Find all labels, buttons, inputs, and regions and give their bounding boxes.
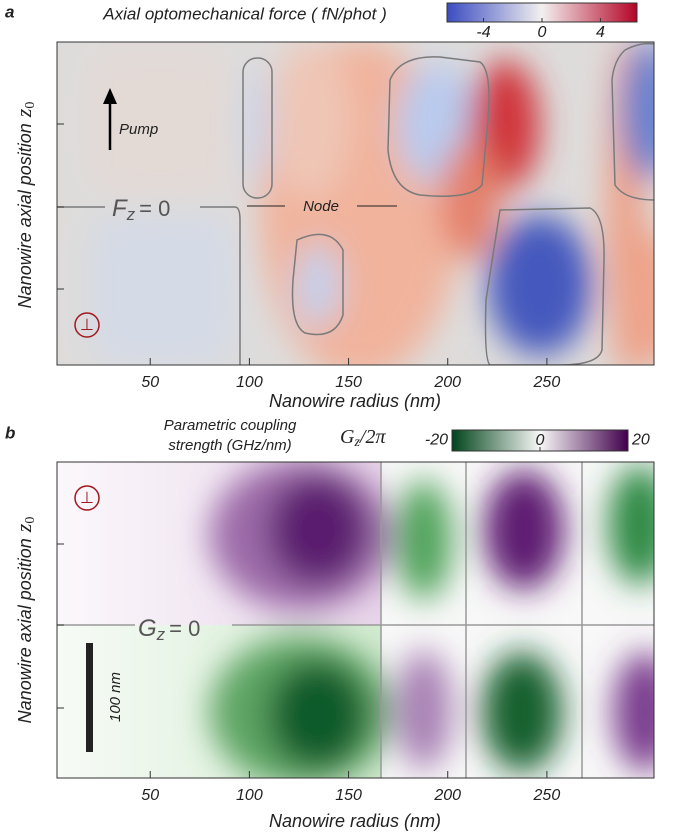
polarization: ⊥	[80, 317, 94, 334]
plot-frame-a	[56, 41, 655, 366]
heatmap-a	[57, 42, 654, 365]
zero-label: Fz = 0	[112, 195, 170, 224]
scalebar-label: 100 nm	[107, 672, 124, 722]
y-axis-label: Nanowire axial position z0	[11, 517, 38, 724]
pump-label: Pump	[119, 121, 158, 138]
zero-symbol: G	[138, 615, 157, 642]
colorbar-tick-label: 4	[596, 24, 605, 41]
colorbar-tick-label: 0	[538, 24, 547, 41]
panel-label: a	[5, 2, 14, 21]
x-axis-label: Nanowire radius (nm)	[269, 391, 441, 411]
colorbar-tick-label: -4	[476, 24, 490, 41]
colorbar-sub: z	[353, 435, 360, 450]
panel-label: b	[5, 423, 15, 442]
pump-arrowhead	[103, 88, 117, 104]
colorbar-rest: /2π	[359, 426, 387, 448]
polarization: ⊥	[80, 490, 94, 507]
y-axis-text: Nanowire axial position	[15, 538, 35, 723]
x-tick-label: 150	[335, 787, 362, 804]
y-ticks-a	[57, 123, 64, 290]
x-tick-label: 250	[533, 374, 561, 391]
zero-sub: z	[156, 625, 166, 644]
chart-title: Axial optomechanical force ( fN/phot )	[102, 4, 386, 23]
heatmap-b	[57, 462, 654, 778]
x-tick-label: 50	[141, 787, 159, 804]
colorbar-symbol: G	[340, 426, 355, 448]
colorbar-tick-label: 20	[631, 432, 650, 449]
y-axis-label: Nanowire axial position z0	[11, 102, 38, 309]
zero-label: Gz = 0	[138, 615, 200, 644]
y-axis-symbol: z	[11, 523, 36, 533]
x-tick-label: 200	[433, 374, 461, 391]
colorbar-tick-label: -20	[425, 432, 448, 449]
polarization-circle	[74, 485, 100, 511]
chart-title-line: Parametric coupling	[164, 417, 297, 434]
x-tick-label: 150	[335, 374, 362, 391]
zero-symbol: F	[112, 195, 128, 222]
x-axis-label: Nanowire radius (nm)	[269, 811, 441, 831]
colorbar-tick-label: 0	[536, 432, 545, 449]
x-tick-label: 200	[433, 787, 461, 804]
scalebar	[86, 643, 93, 752]
zero-eq: = 0	[169, 616, 200, 641]
node-label: Node	[303, 198, 339, 215]
colorbar-label: Gz/2π	[340, 426, 386, 451]
y-axis-symbol: z	[11, 108, 36, 118]
x-tick-label: 100	[236, 787, 263, 804]
y-ticks-b	[57, 543, 64, 709]
polarization-circle	[74, 312, 100, 338]
plot-frame-b	[56, 461, 655, 779]
y-axis-sub: 0	[23, 102, 38, 109]
x-tick-label: 250	[533, 787, 561, 804]
chart-title-line: strength (GHz/nm)	[168, 437, 291, 454]
zero-sub: z	[126, 205, 136, 224]
zero-eq: = 0	[139, 196, 170, 221]
y-axis-text: Nanowire axial position	[15, 123, 35, 308]
y-axis-sub: 0	[23, 517, 38, 524]
x-tick-label: 50	[141, 374, 159, 391]
x-tick-label: 100	[236, 374, 263, 391]
